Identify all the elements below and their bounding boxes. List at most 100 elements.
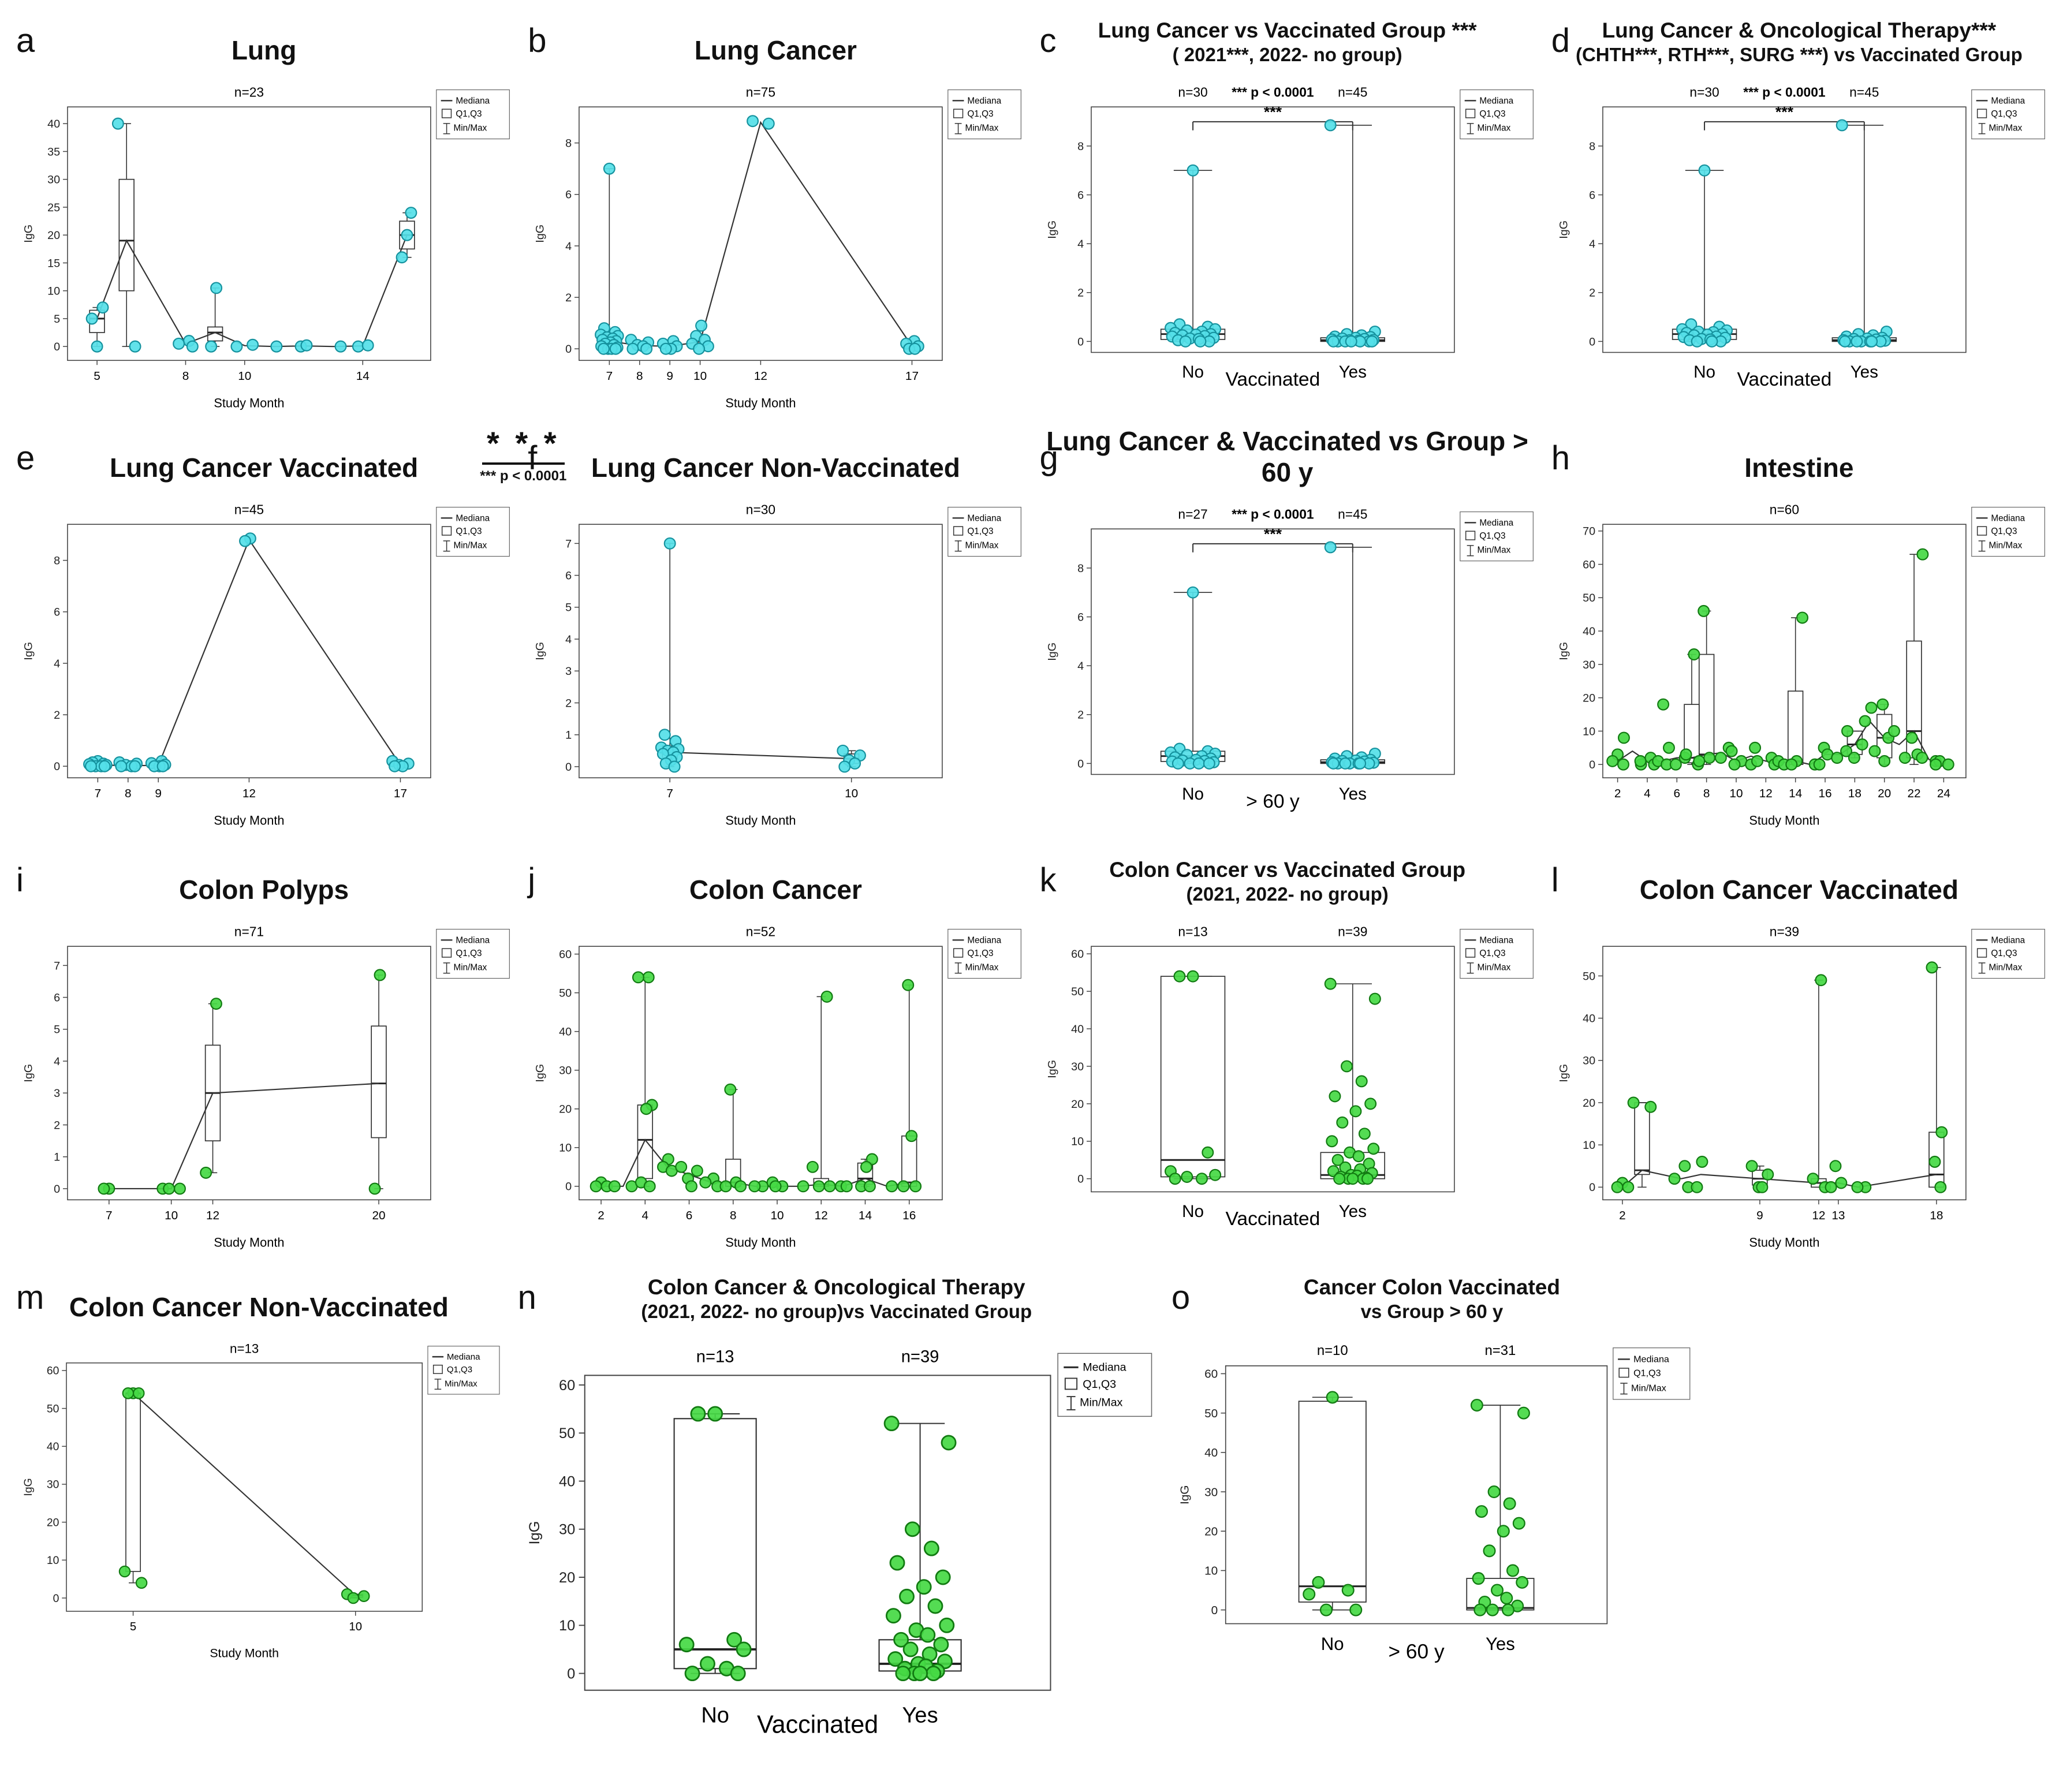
data-point — [118, 1566, 131, 1578]
panel-title: Lung Cancer Non-Vaccinated — [591, 425, 960, 483]
data-point — [1173, 970, 1185, 983]
x-axis-label: > 60 y — [1388, 1641, 1444, 1663]
y-tick-label: 20 — [47, 1517, 59, 1529]
y-tick-label: 50 — [559, 987, 572, 1000]
y-tick-label: 20 — [559, 1103, 572, 1116]
box-q1-q3 — [673, 1418, 757, 1670]
data-point — [1497, 1525, 1510, 1538]
data-point — [889, 1555, 905, 1571]
data-point — [860, 1161, 873, 1174]
panel-n: n Colon Cancer & Oncological Therapy (2021… — [512, 1265, 1161, 1776]
y-tick-label: 30 — [47, 1479, 59, 1491]
data-point — [1328, 1090, 1341, 1103]
n-count-left: n=30 — [1689, 84, 1719, 99]
data-point — [898, 1589, 915, 1605]
panel-j: j Colon Cancer 0 10 20 30 40 50 60 IgG 2 4 6 8 10 12 14 1… — [522, 848, 1029, 1259]
panel-letter-a: a — [16, 22, 35, 59]
x-tick-label: 7 — [95, 787, 102, 800]
x-tick-label: 12 — [243, 787, 256, 800]
data-point — [1606, 755, 1618, 767]
y-tick-label: 40 — [559, 1026, 572, 1039]
y-axis-label: IgG — [534, 225, 547, 243]
panel-title-line: Lung — [231, 35, 297, 65]
legend-label-minmax: Min/Max — [1989, 124, 2022, 133]
panel-d: d Lung Cancer & Oncological Therapy*** (CH… — [1546, 8, 2053, 420]
box-q1-q3 — [1698, 654, 1715, 762]
legend-box-symbol — [953, 526, 964, 536]
panel-title: Colon Cancer & Oncological Therapy (2021,… — [641, 1265, 1032, 1323]
legend-label-q1q3: Q1,Q3 — [968, 109, 994, 119]
data-point — [357, 1590, 370, 1603]
data-point — [699, 1176, 712, 1189]
n-count-label: n=60 — [1770, 502, 1799, 517]
data-point — [374, 969, 386, 981]
panel-title-line: (CHTH***, RTH***, SURG ***) vs Vaccinate… — [1575, 44, 2023, 65]
n-count-right: n=45 — [1338, 507, 1367, 522]
x-tick-label: 5 — [130, 1621, 136, 1633]
y-tick-label: 8 — [565, 137, 572, 150]
n-count-label: n=23 — [234, 84, 264, 99]
panel-title-line: Colon Cancer — [689, 875, 862, 905]
y-tick-label: 8 — [1589, 140, 1595, 153]
y-tick-label: 50 — [1583, 970, 1595, 983]
legend-label-median: Mediana — [456, 96, 490, 106]
y-axis-label: IgG — [1046, 221, 1058, 239]
data-point — [132, 1387, 145, 1399]
x-tick-label: 8 — [182, 369, 189, 383]
data-point — [1835, 1177, 1848, 1189]
data-point — [1856, 738, 1868, 751]
data-point — [1325, 1135, 1338, 1148]
legend-label-q1q3: Q1,Q3 — [968, 527, 994, 536]
panel-b: b Lung Cancer 0 2 4 6 8 IgG 7 8 9 10 12 17 Study Month… — [522, 8, 1029, 420]
x-tick-label: 16 — [902, 1209, 916, 1222]
data-point — [693, 342, 706, 355]
y-tick-label: 40 — [1583, 1013, 1595, 1025]
chart-l: 0 10 20 30 40 50 IgG 2 9 12 13 18 Study Month n=39 Med… — [1557, 924, 2045, 1250]
x-tick-label: 14 — [1789, 787, 1802, 800]
data-point — [663, 537, 676, 550]
panel-letter-d: d — [1551, 22, 1570, 59]
data-point — [838, 760, 851, 773]
y-tick-label: 6 — [1589, 189, 1595, 201]
data-point — [1841, 725, 1853, 738]
data-point — [347, 1592, 360, 1604]
legend-label-minmax: Min/Max — [1080, 1397, 1122, 1409]
y-tick-label: 35 — [47, 145, 60, 158]
category-label: Yes — [1338, 785, 1366, 804]
data-point — [1898, 752, 1911, 764]
legend-label-median: Mediana — [1633, 1354, 1669, 1365]
y-tick-label: 10 — [559, 1142, 572, 1155]
x-tick-label: 9 — [155, 787, 162, 800]
x-tick-label: 2 — [598, 1209, 605, 1222]
y-tick-label: 5 — [54, 1024, 60, 1036]
x-tick-label: 12 — [206, 1209, 219, 1222]
data-point — [849, 757, 861, 770]
data-point — [1697, 605, 1710, 618]
data-point — [1345, 335, 1357, 348]
y-tick-label: 40 — [47, 1440, 59, 1453]
p-value-label: *** p < 0.0001 — [1232, 507, 1314, 522]
legend-label-q1q3: Q1,Q3 — [1991, 109, 2017, 119]
panel-letter-o: o — [1171, 1279, 1191, 1317]
y-axis-label: IgG — [534, 1064, 547, 1082]
legend-label-q1q3: Q1,Q3 — [1991, 527, 2017, 536]
box-q1-q3 — [1298, 1401, 1367, 1603]
data-point — [1693, 755, 1706, 767]
data-point — [902, 1641, 919, 1657]
y-tick-label: 40 — [47, 118, 60, 130]
data-point — [1180, 1171, 1193, 1184]
panel-title: Colon Cancer Vaccinated — [1640, 848, 1958, 905]
data-point — [173, 1182, 186, 1195]
y-axis-label: IgG — [1557, 1064, 1570, 1082]
data-point — [1367, 1143, 1379, 1155]
data-point — [1503, 1497, 1516, 1510]
x-tick-label: 24 — [1937, 787, 1950, 800]
n-count-left: n=13 — [696, 1348, 734, 1367]
data-point — [1878, 755, 1890, 767]
data-point — [1349, 1603, 1363, 1617]
y-tick-label: 50 — [1204, 1407, 1218, 1420]
data-point — [205, 340, 218, 353]
plot-frame — [1090, 106, 1455, 353]
